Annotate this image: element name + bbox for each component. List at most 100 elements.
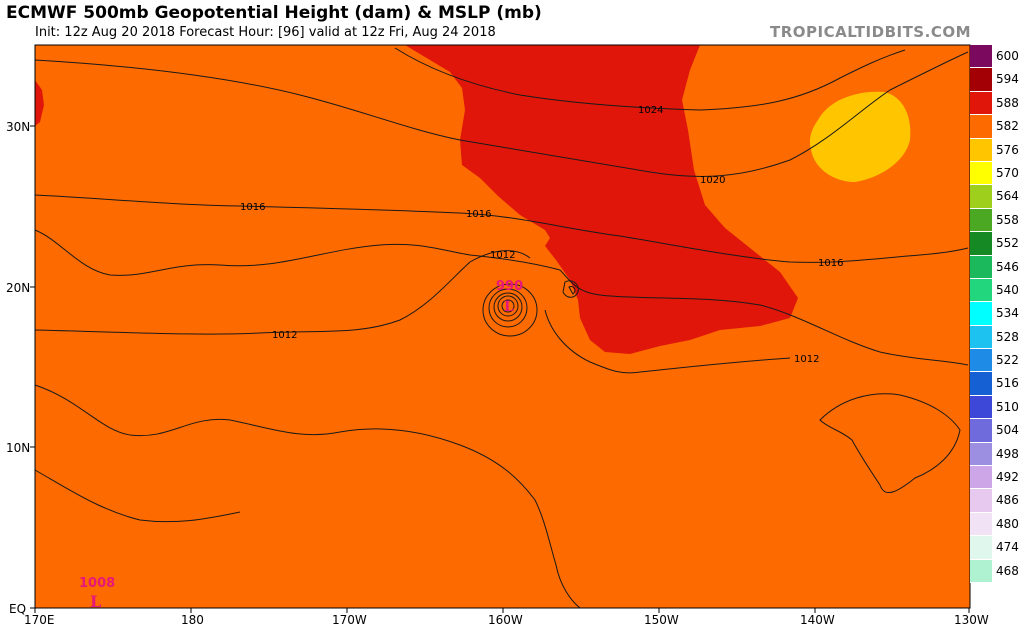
isobar-label-1016-east: 1016 [818, 258, 843, 269]
isobar-label-1024: 1024 [638, 105, 663, 116]
lon-label-160w: 160W [488, 613, 523, 627]
lon-label-180: 180 [181, 613, 204, 627]
colorbar-swatch [970, 278, 992, 303]
colorbar-row: 528 [970, 325, 1024, 350]
isobar-low-east [819, 393, 961, 494]
colorbar-row: 552 [970, 232, 1024, 256]
isobar-1020 [34, 51, 969, 177]
lat-label-10n: 10N [6, 441, 30, 455]
colorbar-swatch [970, 536, 992, 560]
colorbar-label: 564 [996, 189, 1019, 204]
isobar-label-1016-mid: 1016 [466, 209, 491, 220]
lon-label-170e: 170E [24, 613, 55, 627]
isobar-label-1020: 1020 [700, 175, 725, 186]
isobar-1010-equatorial [34, 384, 581, 609]
colorbar-swatch [970, 91, 992, 116]
colorbar-row: 594 [970, 68, 1024, 92]
colorbar-row: 468 [970, 559, 1024, 583]
colorbar-row: 534 [970, 302, 1024, 326]
colorbar-swatch [970, 115, 992, 139]
colorbar-row: 492 [970, 466, 1024, 490]
hurricane-ring-5 [482, 283, 538, 337]
hurricane-low-symbol: L [504, 299, 514, 315]
hurricane-pressure-value: 990 [496, 279, 523, 294]
colorbar-row: 546 [970, 255, 1024, 279]
hurricane-ring-4 [488, 288, 528, 328]
colorbar-swatch [970, 68, 992, 92]
lon-label-170w: 170W [332, 613, 367, 627]
colorbar-row: 480 [970, 512, 1024, 537]
axis-ticks [30, 125, 970, 613]
isobars [34, 47, 969, 609]
colorbar-swatch [970, 512, 992, 537]
colorbar-row: 576 [970, 138, 1024, 162]
hurricane-ring-2 [497, 295, 519, 317]
colorbar-row: 516 [970, 372, 1024, 396]
colorbar-label: 594 [996, 72, 1019, 87]
colorbar-row: 558 [970, 208, 1024, 233]
colorbar-label: 492 [996, 470, 1019, 485]
colorbar-row: 498 [970, 442, 1024, 467]
lat-label-eq: EQ [9, 602, 26, 616]
colorbar-label: 510 [996, 399, 1019, 414]
colorbar-label: 486 [996, 493, 1019, 508]
chart-subtitle: Init: 12z Aug 20 2018 Forecast Hour: [96… [35, 25, 496, 40]
colorbar-label: 570 [996, 165, 1019, 180]
lon-label-150w: 150W [644, 613, 679, 627]
colorbar-label: 576 [996, 142, 1019, 157]
colorbar-row: 600 [970, 45, 1024, 69]
isobar-1012-north [34, 229, 969, 366]
colorbar-label: 534 [996, 306, 1019, 321]
colorbar-swatch [970, 161, 992, 186]
sw-low-symbol: L [90, 592, 101, 611]
colorbar-swatch [970, 185, 992, 209]
chart-title: ECMWF 500mb Geopotential Height (dam) & … [6, 3, 542, 23]
colorbar-label: 558 [996, 212, 1019, 227]
colorbar-label: 528 [996, 329, 1019, 344]
lon-label-130w: 130W [954, 613, 989, 627]
colorbar-label: 498 [996, 446, 1019, 461]
warm-576-region [809, 91, 911, 182]
isobar-1012-south [34, 250, 531, 335]
lat-label-30n: 30N [6, 120, 30, 134]
colorbar-label: 468 [996, 563, 1019, 578]
colorbar-swatch [970, 138, 992, 162]
colorbar-swatch [970, 559, 992, 583]
colorbar-legend: 600 594 588 582 576 570 564 558 552 546 540 534 528 5… [970, 45, 1024, 583]
colorbar-swatch [970, 325, 992, 350]
isobar-1016 [34, 194, 969, 263]
colorbar-swatch [970, 232, 992, 256]
ridge-588-region [405, 45, 798, 354]
colorbar-row: 522 [970, 349, 1024, 373]
colorbar-row: 564 [970, 185, 1024, 209]
colorbar-swatch [970, 302, 992, 326]
colorbar-swatch [970, 466, 992, 490]
isobar-1024 [394, 47, 906, 111]
colorbar-swatch [970, 395, 992, 420]
hurricane-ring-3 [493, 292, 523, 322]
colorbar-swatch [970, 372, 992, 396]
colorbar-label: 504 [996, 423, 1019, 438]
west-edge-ridge [35, 80, 44, 126]
colorbar-label: 516 [996, 376, 1019, 391]
lat-label-20n: 20N [6, 281, 30, 295]
colorbar-swatch [970, 45, 992, 69]
isobar-label-1016-west: 1016 [240, 202, 265, 213]
colorbar-label: 600 [996, 49, 1019, 63]
colorbar-swatch [970, 489, 992, 513]
island-contours [562, 280, 579, 298]
colorbar-row: 510 [970, 395, 1024, 420]
colorbar-row: 486 [970, 489, 1024, 513]
hurricane-ring-1 [501, 299, 515, 313]
colorbar-row: 588 [970, 91, 1024, 116]
isobar-label-1012-west: 1012 [272, 330, 297, 341]
colorbar-swatch [970, 208, 992, 233]
colorbar-swatch [970, 349, 992, 373]
colorbar-label: 522 [996, 353, 1019, 368]
colorbar-label: 588 [996, 95, 1019, 110]
colorbar-label: 582 [996, 119, 1019, 134]
isobar-label-1012-north: 1012 [490, 250, 515, 261]
colorbar-row: 504 [970, 419, 1024, 443]
colorbar-swatch [970, 442, 992, 467]
